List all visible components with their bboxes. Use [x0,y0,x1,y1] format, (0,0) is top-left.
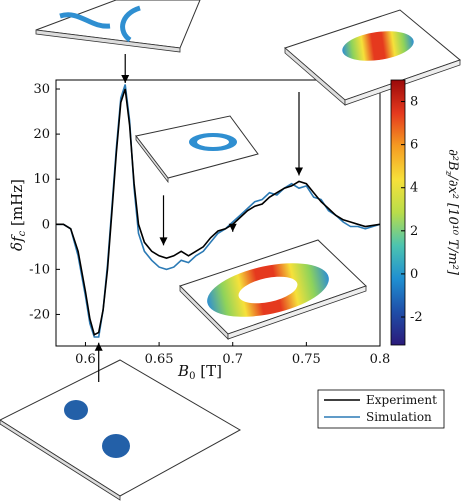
plot-frame [55,79,381,347]
y-axis-ticks: -20 -10 0 10 20 30 [29,82,60,322]
y-tick-label: 30 [33,82,50,97]
x-axis-ticks: 0.6 0.65 0.7 0.75 0.8 [75,342,390,367]
x-axis-label: B0 [T] [177,362,222,382]
inset-map-lower-right [179,239,367,340]
annotation-arrow [159,195,168,246]
annotation-arrow [94,342,103,382]
x-tick-label: 0.8 [370,352,391,367]
legend-box [317,389,445,429]
inset-map-top-left [35,0,201,53]
y-tick-label: 20 [33,127,50,142]
colorbar-tick-label: 0 [410,267,418,282]
colorbar-tick-label: 6 [410,138,418,153]
colorbar-tick-label: 8 [410,95,418,110]
annotation-arrow [228,223,237,232]
legend-simulation-label: Simulation [366,410,432,424]
experiment-series-line [56,88,380,336]
colorbar-ticks: 8 6 4 2 0 -2 [401,95,423,325]
colorbar-gradient [390,79,406,346]
colorbar-tick-label: 4 [410,181,418,196]
inset-map-top-right [284,9,461,106]
x-tick-label: 0.75 [292,352,321,367]
colorbar-tick-label: -2 [410,310,423,325]
inset-map-bottom-left [0,359,242,501]
legend: Experiment Simulation [317,389,445,429]
y-tick-label: 10 [33,172,50,187]
plot-area: 0.6 0.65 0.7 0.75 0.8 -20 -10 0 10 20 30 [29,79,390,367]
y-tick-label: -20 [29,307,50,322]
colorbar: 8 6 4 2 0 -2 ∂²Bz/∂x² [10¹⁰ T/m²] [390,79,460,346]
annotation-arrows [94,54,303,382]
y-axis-label: δfc [mHz] [8,179,28,251]
inset-map-middle [135,115,259,184]
y-tick-label: -10 [29,262,50,277]
x-tick-label: 0.65 [145,352,174,367]
y-tick-label: 0 [42,217,50,232]
colorbar-label: ∂²Bz/∂x² [10¹⁰ T/m²] [443,149,460,276]
annotation-arrow [295,92,303,176]
x-tick-label: 0.6 [75,352,96,367]
annotation-arrow [121,54,130,84]
legend-experiment-label: Experiment [366,393,437,407]
colorbar-tick-label: 2 [410,224,418,239]
x-tick-label: 0.7 [222,352,243,367]
